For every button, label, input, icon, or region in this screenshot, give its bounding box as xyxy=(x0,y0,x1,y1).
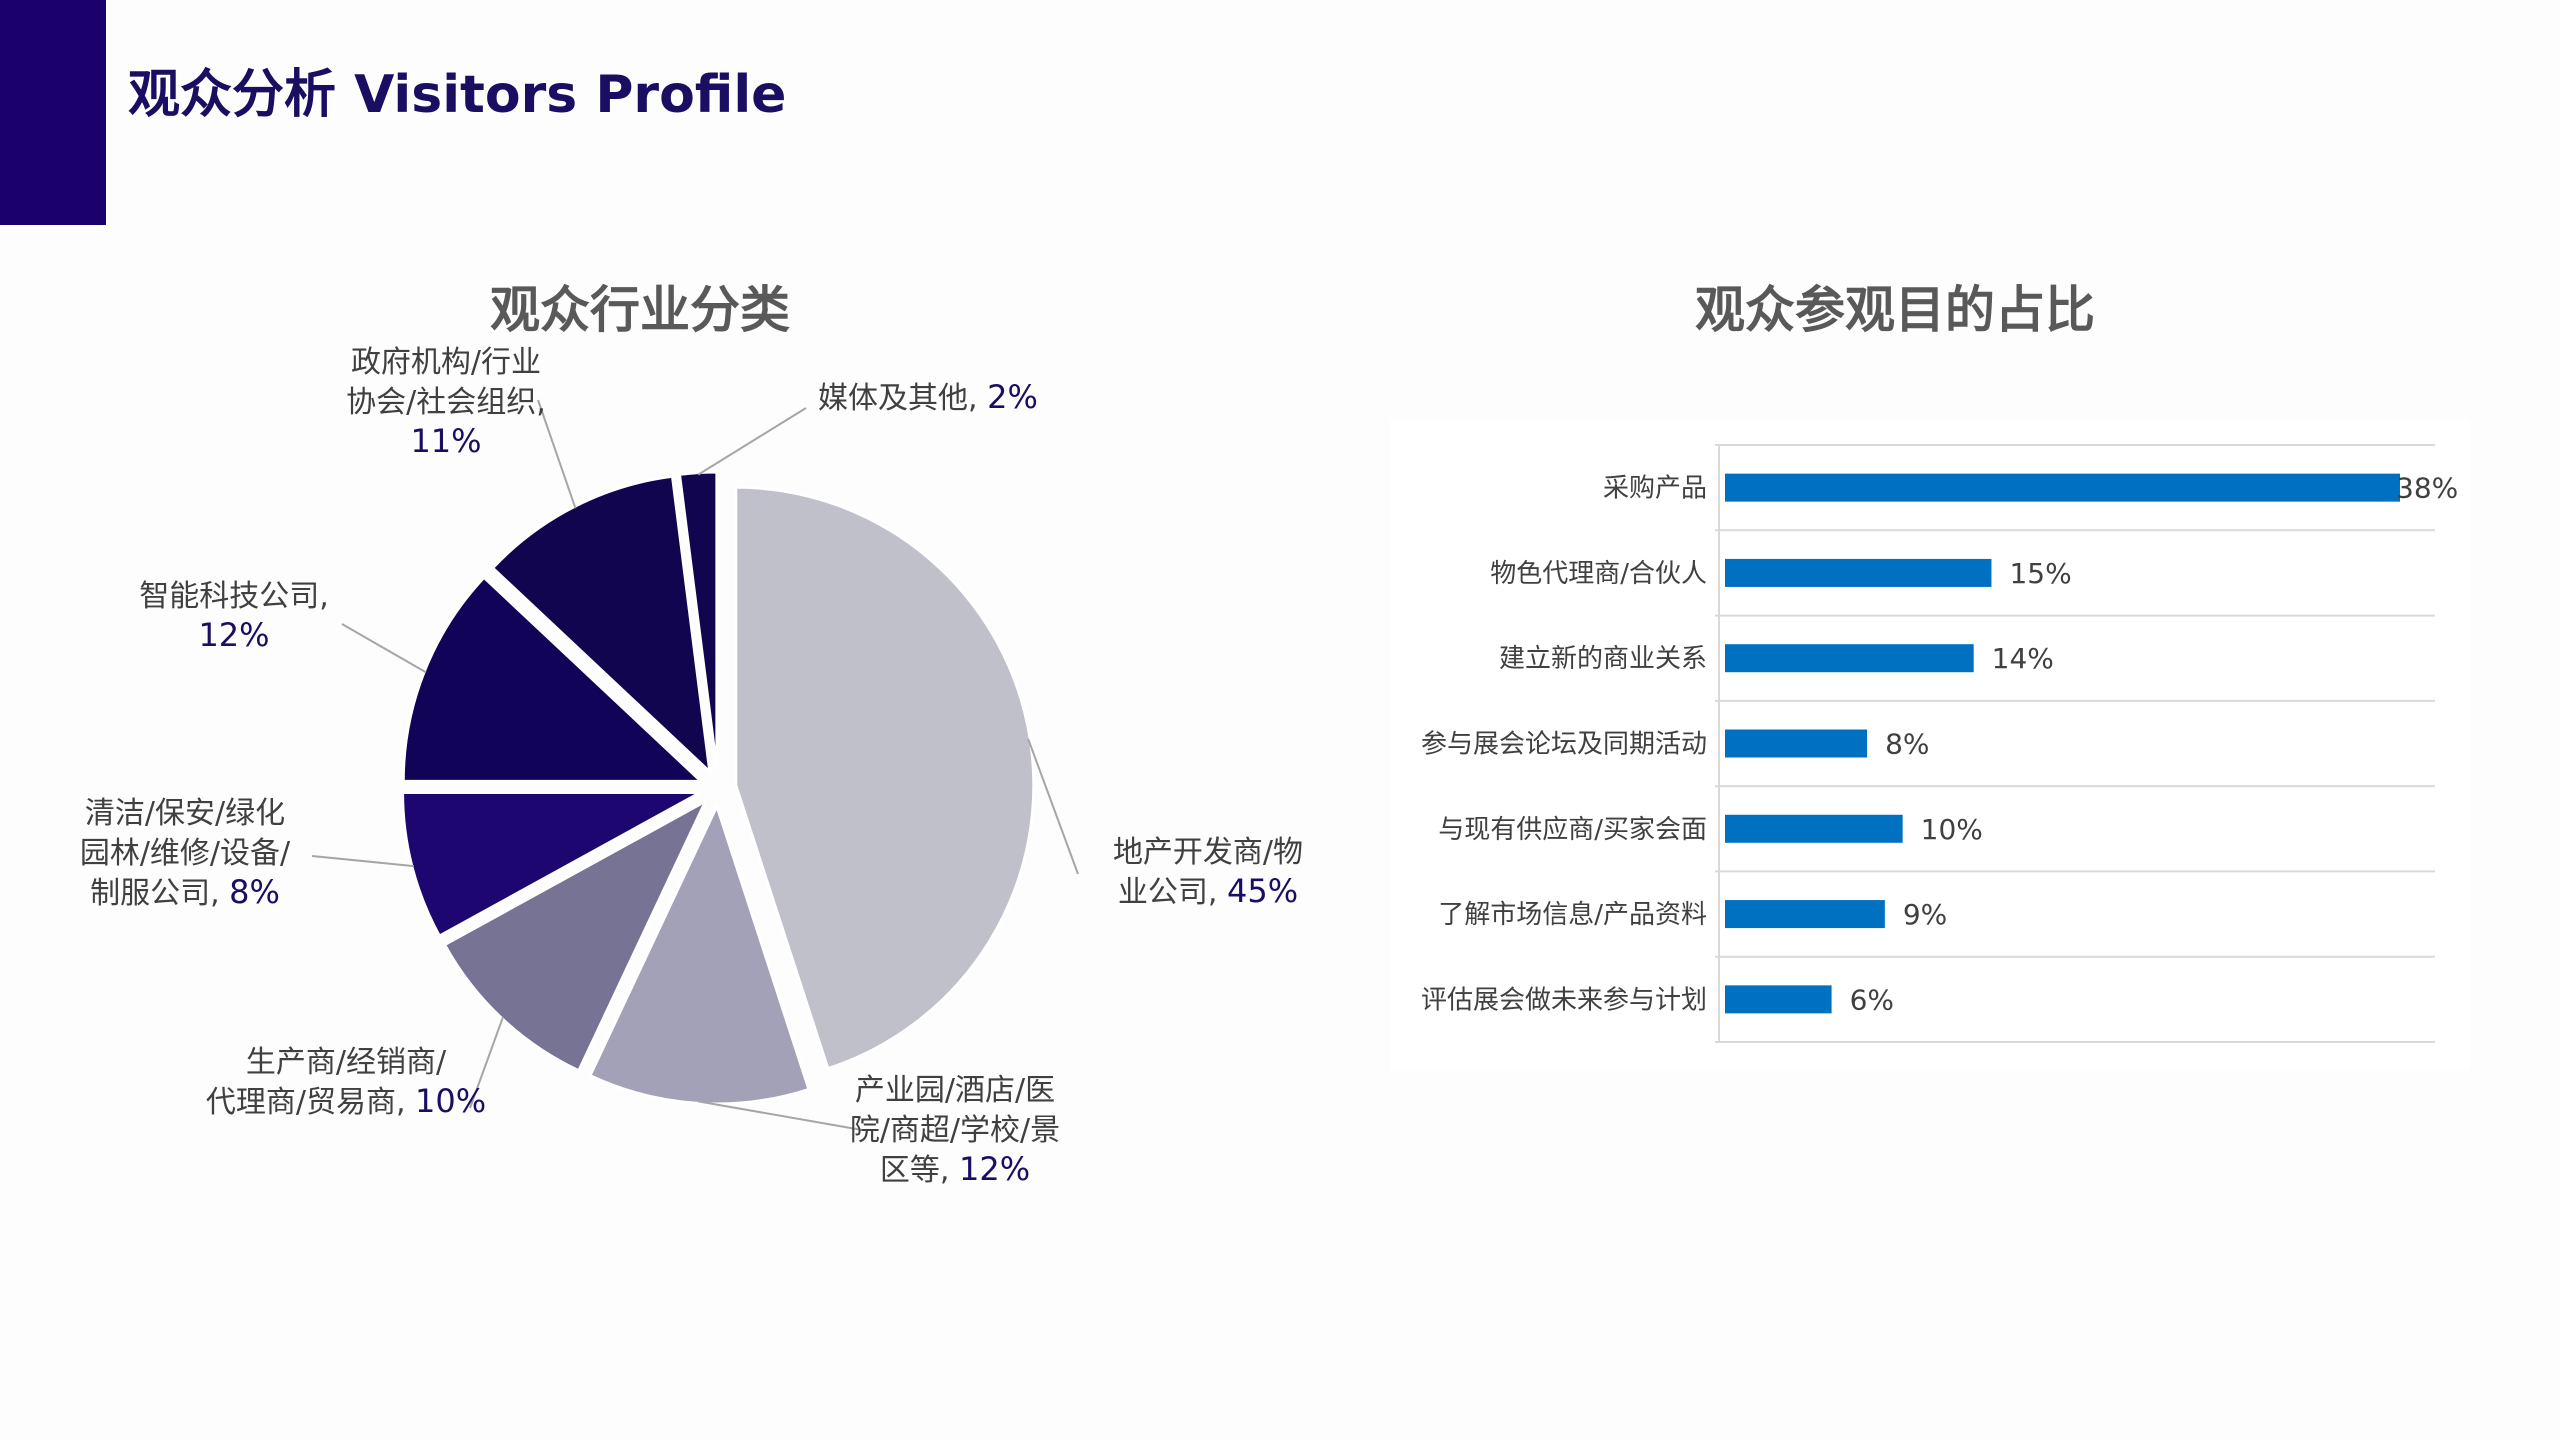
pie-slice xyxy=(734,485,1036,1071)
pie-data-label: 政府机构/行业协会/社会组织, 11% xyxy=(346,345,546,460)
bar-category-label: 建立新的商业关系 xyxy=(1499,644,1707,674)
bar-category-label: 参与展会论坛及同期活动 xyxy=(1421,730,1707,760)
bar xyxy=(1725,644,1974,673)
bar-value-label: 8% xyxy=(1885,728,1929,761)
pie-leader-line xyxy=(537,399,577,509)
pie-data-label: 地产开发商/物业公司, 45% xyxy=(1113,835,1303,910)
pie-slice xyxy=(587,801,811,1106)
bar-plot-background xyxy=(1390,420,2470,1070)
bar xyxy=(1725,473,2400,502)
bar-category-label: 评估展会做未来参与计划 xyxy=(1421,985,1707,1015)
pie-leader-line xyxy=(311,855,414,868)
pie-data-label: 生产商/经销商/代理商/贸易商, 10% xyxy=(206,1045,486,1120)
bar xyxy=(1725,558,1992,587)
pie-leader-line xyxy=(698,1100,863,1131)
pie-leader-line xyxy=(1027,738,1079,875)
bar-value-label: 14% xyxy=(1992,642,2054,675)
bar-category-label: 采购产品 xyxy=(1603,474,1707,504)
pie-chart-title: 观众行业分类 xyxy=(490,281,790,339)
pie-leader-line xyxy=(341,623,427,674)
header-accent-block xyxy=(0,0,106,225)
bar-value-label: 9% xyxy=(1903,898,1947,931)
page-title: 观众分析 Visitors Profile xyxy=(128,65,787,125)
bar-value-label: 6% xyxy=(1850,983,1894,1016)
bar xyxy=(1725,900,1885,929)
pie-data-label: 清洁/保安/绿化园林/维修/设备/制服公司, 8% xyxy=(80,796,291,911)
pie-data-label: 媒体及其他, 2% xyxy=(818,378,1038,416)
bar-value-label: 38% xyxy=(2396,472,2458,505)
industry-pie-chart: 地产开发商/物业公司, 45% 产业园/酒店/医院/商超/学校/景区等, 12% 生… xyxy=(80,345,1303,1188)
visit-purpose-bar-chart: 采购产品 38% 物色代理商/合伙人 15% 建立新的商业关系 14% 参与展会论坛及同期活… xyxy=(1390,420,2470,1070)
bar xyxy=(1725,814,1903,843)
bar-category-label: 物色代理商/合伙人 xyxy=(1490,559,1707,589)
bar-value-label: 10% xyxy=(1921,813,1983,846)
bar xyxy=(1725,729,1868,758)
bar-category-label: 与现有供应商/买家会面 xyxy=(1438,815,1707,845)
pie-leader-line xyxy=(697,407,807,476)
bar-value-label: 15% xyxy=(2009,557,2071,590)
pie-data-label: 智能科技公司, 12% xyxy=(139,579,329,654)
bar-chart-title: 观众参观目的占比 xyxy=(1695,281,2095,339)
pie-slice xyxy=(677,470,719,771)
pie-data-label: 产业园/酒店/医院/商超/学校/景区等, 12% xyxy=(850,1073,1060,1188)
bar-category-label: 了解市场信息/产品资料 xyxy=(1438,900,1707,930)
bar xyxy=(1725,985,1832,1014)
pie-leader-line xyxy=(469,1016,504,1109)
